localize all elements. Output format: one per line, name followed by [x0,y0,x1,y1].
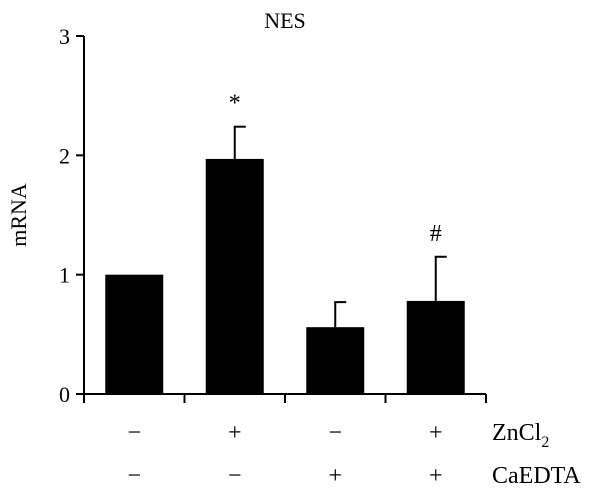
significance-annotations: *# [229,91,442,247]
error-bars [233,125,447,328]
bar [306,327,365,394]
bar [406,300,465,394]
treatment-sign: − [127,420,141,446]
y-tick-label: 2 [59,143,70,168]
y-tick-label: 1 [59,263,70,288]
significance-mark: # [430,221,442,247]
y-ticks: 0 1 2 3 [59,24,84,407]
bar [105,274,164,394]
treatment-sign: + [228,420,242,446]
y-tick-label: 3 [59,24,70,49]
treatment-table: − + − + ZnCl2 − − + + CaEDTA [127,420,581,489]
chart-title: NES [264,8,306,33]
treatment-sign: + [429,420,443,446]
treatment-sign: + [328,463,342,489]
treatment-sign: − [127,463,141,489]
y-tick-label: 0 [59,382,70,407]
treatment-sign: − [328,420,342,446]
treatment-label: ZnCl2 [492,420,549,451]
bars [105,158,465,394]
treatment-label: CaEDTA [492,463,581,489]
x-ticks [83,394,487,403]
treatment-sign: − [228,463,242,489]
y-axis-label: mRNA [6,183,31,247]
significance-mark: * [229,91,241,117]
treatment-sign: + [429,463,443,489]
bar [205,158,264,394]
